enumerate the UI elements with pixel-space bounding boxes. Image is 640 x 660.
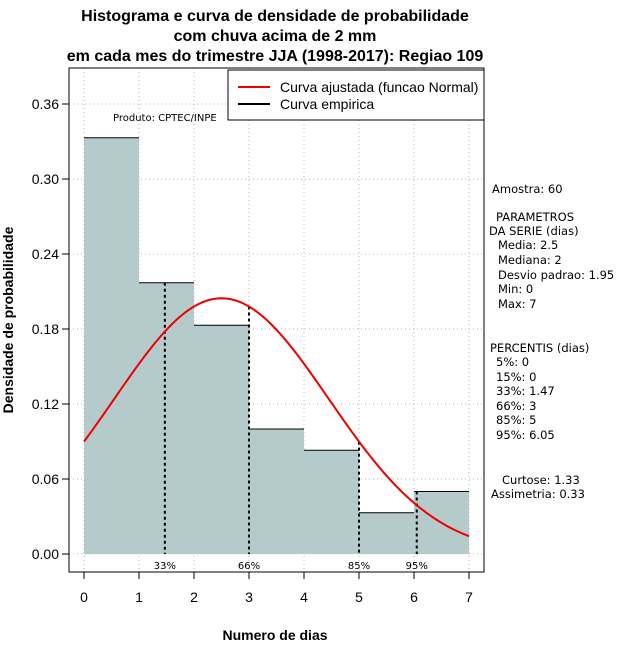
normal-curve-layer [83,297,470,538]
histogram-bars [84,137,469,554]
stat-mediana: Mediana: 2 [498,253,562,267]
x-tick-label-6: 6 [410,589,418,605]
stat-assimetria: Assimetria: 0.33 [491,487,585,501]
chart-title-line-3: em cada mes do trimestre JJA (1998-2017)… [67,48,484,65]
stat-p85: 85%: 5 [496,413,536,427]
x-axis: 0 1 2 3 4 5 6 7 [80,571,473,605]
y-tick-label-1: 0.06 [32,471,59,487]
histogram-bar-4 [304,450,359,554]
percentile-label-0: 33% [154,561,176,572]
y-tick-label-4: 0.24 [32,246,59,262]
stat-media: Media: 2.5 [498,238,558,252]
histogram-bar-0 [84,137,139,554]
stat-p66: 66%: 3 [496,399,536,413]
x-tick-label-0: 0 [80,589,88,605]
legend: Curva ajustada (funcao Normal) Curva emp… [227,69,485,121]
y-tick-label-6: 0.36 [32,96,59,112]
y-axis: 0.00 0.06 0.12 0.18 0.24 0.30 0.36 [32,96,70,562]
credit-text: Produto: CPTEC/INPE [113,113,217,124]
stat-p33: 33%: 1.47 [496,384,555,398]
percentile-label-3: 95% [406,561,428,572]
stat-amostra: Amostra: 60 [492,182,563,196]
x-tick-label-4: 4 [300,589,308,605]
y-tick-label-5: 0.30 [32,171,59,187]
histogram-bar-2 [194,325,249,554]
chart-title-line-1: Histograma e curva de densidade de proba… [81,8,469,25]
y-tick-label-3: 0.18 [32,321,59,337]
stat-p5: 5%: 0 [496,355,529,369]
x-tick-label-5: 5 [355,589,363,605]
legend-box [227,69,485,121]
percentile-label-1: 66% [238,561,260,572]
x-tick-label-1: 1 [135,589,143,605]
y-tick-label-0: 0.00 [32,546,59,562]
histogram-bar-1 [139,282,194,554]
histogram-bar-5 [359,512,414,554]
x-tick-label-7: 7 [465,589,473,605]
stat-param-title-1: PARAMETROS [496,210,574,224]
stat-param-title-2: DA SERIE (dias) [489,224,579,238]
stat-perc-title: PERCENTIS (dias) [490,341,589,355]
x-tick-label-2: 2 [190,589,198,605]
stats-panel: Amostra: 60 PARAMETROS DA SERIE (dias) M… [489,182,614,501]
chart-title-line-2: com chuva acima de 2 mm [174,28,377,45]
y-axis-label: Densidade de probabilidade [0,226,16,413]
x-tick-label-3: 3 [245,589,253,605]
legend-label-empirical: Curva empirica [280,96,374,112]
stat-desvio: Desvio padrao: 1.95 [498,268,614,282]
histogram-bar-3 [249,429,304,554]
stat-p95: 95%: 6.05 [496,428,555,442]
stat-max: Max: 7 [498,297,537,311]
percentile-label-2: 85% [348,561,370,572]
legend-label-normal: Curva ajustada (funcao Normal) [280,79,478,95]
normal-curve [83,297,470,538]
percentile-lines: 33% 66% 85% 95% [154,282,428,572]
y-tick-label-2: 0.12 [32,396,59,412]
stat-min: Min: 0 [498,282,533,296]
stat-curtose: Curtose: 1.33 [502,473,580,487]
stat-p15: 15%: 0 [496,370,536,384]
x-axis-label: Numero de dias [222,627,327,643]
